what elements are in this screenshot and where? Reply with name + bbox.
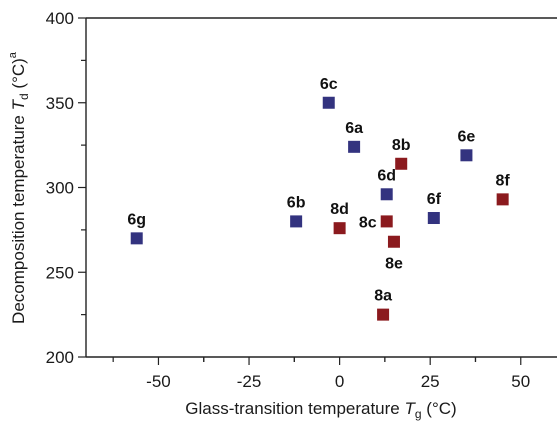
y-tick-label: 350: [46, 94, 74, 113]
point-8a: [377, 308, 390, 321]
plot-axes: [85, 17, 557, 358]
point-label-8b: 8b: [392, 137, 411, 154]
point-label-6c: 6c: [320, 76, 338, 93]
point-label-6f: 6f: [427, 191, 442, 208]
axis-ticks: -50 -25 0 25 50 200 250 300 350 400: [46, 9, 531, 391]
point-label-8a: 8a: [374, 288, 392, 305]
x-tick-label: 25: [421, 372, 440, 391]
point-6b: [290, 215, 303, 228]
x-axis-label: Glass-transition temperature Tg (°C): [185, 399, 456, 421]
point-label-8f: 8f: [496, 172, 511, 189]
point-8d: [333, 222, 346, 235]
point-6c: [322, 96, 335, 109]
point-6e: [460, 149, 473, 162]
point-label-8c: 8c: [359, 214, 377, 231]
y-tick-label: 400: [46, 9, 74, 28]
point-6g: [130, 232, 143, 245]
point-label-6d: 6d: [377, 167, 396, 184]
point-label-8d: 8d: [330, 201, 349, 218]
point-8e: [387, 235, 400, 248]
data-point-labels: 6a 6b 6c 6d 6e 6f 6g 8a 8b 8c 8d 8e 8f: [127, 76, 510, 305]
point-6d: [380, 188, 393, 201]
x-tick-label: -50: [146, 372, 171, 391]
point-label-6b: 6b: [287, 194, 306, 211]
point-label-6g: 6g: [127, 211, 146, 228]
point-8b: [395, 157, 408, 170]
y-tick-label: 200: [46, 348, 74, 367]
point-label-6a: 6a: [345, 120, 363, 137]
data-points: [130, 96, 509, 321]
point-label-8e: 8e: [385, 256, 403, 273]
point-6f: [427, 212, 440, 225]
x-tick-label: 0: [335, 372, 344, 391]
x-tick-label: 50: [511, 372, 530, 391]
y-tick-label: 300: [46, 179, 74, 198]
point-8c: [380, 215, 393, 228]
y-tick-label: 250: [46, 263, 74, 282]
point-8f: [496, 193, 509, 206]
y-axis-label: Decomposition temperature Td (°C)a: [7, 51, 31, 324]
point-6a: [348, 140, 361, 153]
x-tick-label: -25: [237, 372, 262, 391]
point-label-6e: 6e: [458, 128, 476, 145]
